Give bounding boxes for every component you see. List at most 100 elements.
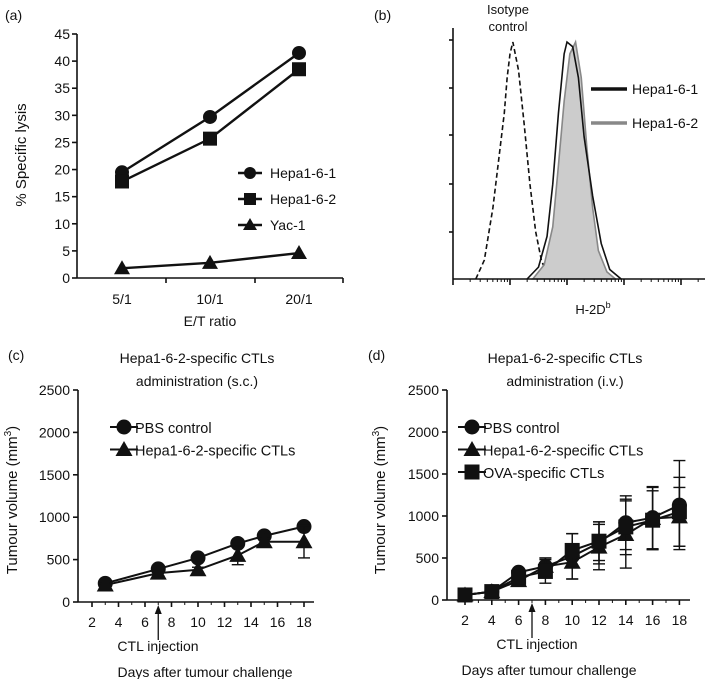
y-tick-label: 0: [62, 270, 70, 286]
circle-marker: [230, 535, 246, 551]
injection-label: CTL injection: [496, 636, 577, 652]
square-marker: [484, 584, 500, 600]
circle-marker: [292, 45, 306, 60]
histogram-Hepa1-6-1: [526, 40, 622, 280]
square-marker: [671, 504, 687, 520]
y-axis-label: % Specific lysis: [13, 103, 30, 206]
y-tick-label: 2500: [408, 382, 439, 398]
x-tick-label: 10: [190, 614, 206, 630]
y-tick-label: 0: [431, 592, 439, 608]
square-marker: [292, 62, 306, 77]
histogram-Hepa1-6-2: [531, 39, 618, 280]
x-tick-label: 12: [591, 612, 607, 628]
y-axis-label-text: Tumour volume (mm: [372, 436, 389, 574]
y-axis-label-suffix: ): [372, 426, 389, 431]
series-Hepa1-6-2-specific CTLs: [96, 524, 313, 592]
y-tick-label: 1500: [408, 466, 439, 482]
injection-label: CTL injection: [117, 638, 198, 654]
square-marker: [115, 174, 129, 189]
panel-a: (a) 0 5 10 15 20 25 30 35 40 45 5/1 10/1 20/1 E/T rati…: [5, 7, 344, 329]
series-Hepa1-6-1: [115, 45, 306, 180]
x-tick-label: 18: [296, 614, 312, 630]
x-axis-label: Days after tumour challenge: [461, 662, 636, 678]
series-line: [105, 540, 304, 587]
x-tick-label: 14: [243, 614, 259, 630]
chart-title: administration (i.v.): [506, 373, 623, 389]
annotation-label: control: [488, 19, 527, 34]
square-marker: [203, 131, 217, 146]
y-tick-label: 2500: [39, 382, 70, 398]
y-tick-label: 30: [54, 107, 70, 123]
injection-arrow-icon: [528, 603, 536, 612]
square-marker: [591, 533, 607, 549]
triangle-marker: [96, 576, 114, 592]
y-axis-label-text: % Specific lysis: [13, 103, 30, 206]
x-tick-label: 8: [168, 614, 176, 630]
y-tick-label: 500: [416, 550, 440, 566]
circle-marker: [190, 550, 206, 566]
panel-label: (d): [368, 347, 385, 363]
x-tick-label: 20/1: [285, 291, 312, 307]
x-tick-label: 5/1: [112, 291, 132, 307]
y-axis-label: Tumour volume (mm3): [371, 426, 389, 574]
legend-label: Hepa1-6-1: [632, 81, 698, 97]
panel-label: (a): [5, 7, 22, 23]
y-axis-label-text: Tumour volume (mm: [4, 436, 21, 574]
triangle-marker: [229, 546, 247, 562]
circle-marker: [116, 419, 132, 435]
x-tick-label: 10: [564, 612, 580, 628]
y-tick-label: 0: [62, 594, 70, 610]
x-tick-label: 16: [645, 612, 661, 628]
square-marker: [564, 542, 580, 558]
histogram-Isotype control: [475, 41, 556, 280]
y-tick-label: 25: [54, 134, 70, 150]
legend-label: OVA-specific CTLs: [483, 466, 604, 482]
y-tick-label: 10: [54, 216, 70, 232]
x-tick-label: 2: [461, 612, 469, 628]
x-tick-label: 4: [115, 614, 123, 630]
square-marker: [464, 464, 480, 480]
x-tick-label: 8: [542, 612, 550, 628]
y-axis-label-superscript: 3: [371, 430, 382, 436]
panel-label: (c): [8, 347, 24, 363]
panel-d: (d) Hepa1-6-2-specific CTLs administration…: [368, 347, 690, 678]
y-tick-label: 45: [54, 26, 70, 42]
triangle-marker: [255, 533, 273, 549]
x-axis-label: E/T ratio: [184, 313, 237, 329]
square-marker: [645, 512, 661, 528]
x-tick-label: 14: [618, 612, 634, 628]
panel-c: (c) Hepa1-6-2-specific CTLs administration…: [3, 347, 314, 679]
y-tick-label: 20: [54, 162, 70, 178]
series-Hepa1-6-2: [115, 62, 306, 189]
panel-label: (b): [374, 7, 391, 23]
x-axis-label-superscript: b: [606, 300, 611, 310]
legend-label: PBS control: [135, 421, 212, 437]
x-tick-label: 6: [141, 614, 149, 630]
y-axis-label: Tumour volume (mm3): [3, 426, 21, 574]
x-tick-label: 18: [672, 612, 688, 628]
legend-label: Hepa1-6-2: [632, 115, 698, 131]
x-tick-label: 12: [217, 614, 233, 630]
triangle-marker: [114, 260, 130, 275]
y-axis-label-superscript: 3: [3, 430, 14, 436]
square-marker: [537, 563, 553, 579]
square-marker: [457, 587, 473, 603]
x-tick-label: 4: [488, 612, 496, 628]
series-OVA-specific CTLs: [457, 476, 687, 603]
legend-label: Hepa1-6-1: [270, 165, 336, 181]
triangle-marker: [295, 533, 313, 549]
y-tick-label: 40: [54, 53, 70, 69]
y-tick-label: 2000: [39, 424, 70, 440]
square-marker: [511, 569, 527, 585]
legend-label: Hepa1-6-2-specific CTLs: [483, 444, 643, 460]
y-tick-label: 2000: [408, 424, 439, 440]
y-tick-label: 5: [62, 243, 70, 259]
square-marker: [244, 193, 256, 205]
x-tick-label: 10/1: [196, 291, 223, 307]
x-axis-label: Days after tumour challenge: [117, 664, 292, 679]
square-marker: [618, 519, 634, 535]
circle-marker: [244, 167, 256, 179]
y-tick-label: 1000: [39, 509, 70, 525]
panel-b: (b) Isotype control Hepa1-6-1 Hepa1-6-2 H-2Db: [374, 2, 705, 317]
